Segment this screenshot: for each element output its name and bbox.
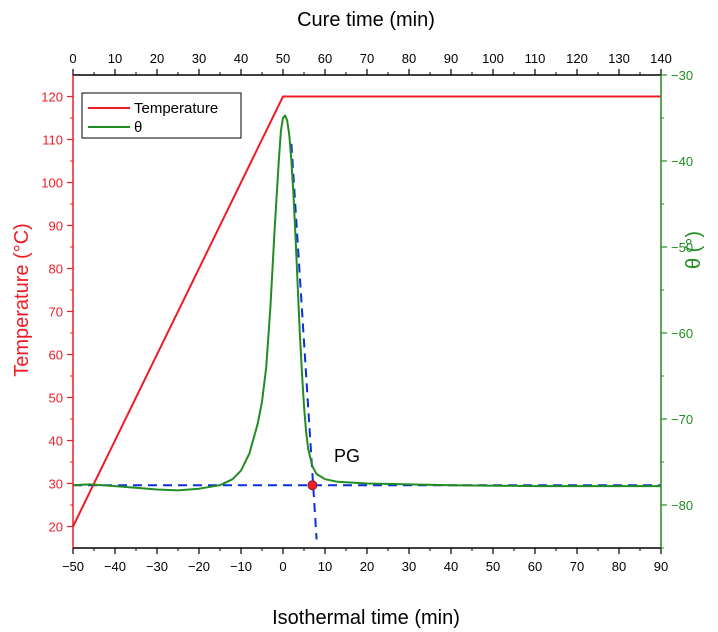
left-tick-label: 90 [49,219,63,234]
left-tick-label: 110 [42,133,63,148]
top-tick-label: 0 [69,51,76,66]
bottom-tick-label: 40 [444,559,458,574]
left-axis-title: Temperature (°C) [11,223,33,377]
top-tick-label: 20 [150,51,164,66]
left-tick-label: 20 [49,520,63,535]
bottom-tick-label: 50 [486,559,500,574]
legend-label-temperature: Temperature [134,100,218,117]
bottom-tick-label: 20 [360,559,374,574]
bottom-tick-label: 0 [279,559,286,574]
legend-label-theta: θ [134,119,142,136]
bottom-tick-label: −40 [104,559,126,574]
left-tick-label: 30 [49,477,63,492]
top-tick-label: 40 [234,51,248,66]
pg-point-marker [307,480,318,491]
right-tick-label: −70 [671,412,693,427]
bottom-tick-label: 90 [654,559,668,574]
top-tick-label: 130 [608,51,630,66]
left-tick-label: 50 [49,391,63,406]
top-tick-label: 60 [318,51,332,66]
bottom-tick-label: −30 [146,559,168,574]
series-line-temperature [72,95,661,527]
left-tick-label: 80 [49,262,63,277]
right-tick-label: −50 [671,240,693,255]
top-tick-label: 80 [402,51,416,66]
pg-annotation-label: PG [334,446,360,466]
bottom-tick-label: 30 [402,559,416,574]
top-tick-label: 10 [108,51,122,66]
right-axis-title: θ (°) [683,231,705,269]
bottom-tick-label: 10 [318,559,332,574]
bottom-tick-label: −10 [230,559,252,574]
bottom-tick-label: −50 [62,559,84,574]
bottom-tick-label: −20 [188,559,210,574]
top-axis-title: Cure time (min) [297,9,435,31]
top-tick-label: 100 [482,51,504,66]
top-tick-label: 90 [444,51,458,66]
right-tick-label: −80 [671,498,693,513]
series-line-theta [72,114,661,492]
legend-box [81,92,242,139]
bottom-axis-title: Isothermal time (min) [272,607,460,629]
top-tick-label: 50 [276,51,290,66]
right-tick-label: −40 [671,154,693,169]
left-tick-label: 70 [49,305,63,320]
right-tick-label: −60 [671,326,693,341]
left-tick-label: 120 [41,90,63,105]
left-tick-label: 40 [49,434,63,449]
top-tick-label: 120 [566,51,588,66]
top-tick-label: 110 [525,51,546,66]
top-tick-label: 70 [360,51,374,66]
left-tick-label: 100 [41,176,63,191]
legend: Temperature θ [81,92,242,139]
tangent-dashed-line [290,143,318,540]
bottom-tick-label: 80 [612,559,626,574]
top-tick-label: 140 [650,51,672,66]
left-tick-label: 60 [49,348,63,363]
bottom-tick-label: 70 [570,559,584,574]
top-tick-label: 30 [192,51,206,66]
right-tick-label: −30 [671,68,693,83]
bottom-tick-label: 60 [528,559,542,574]
